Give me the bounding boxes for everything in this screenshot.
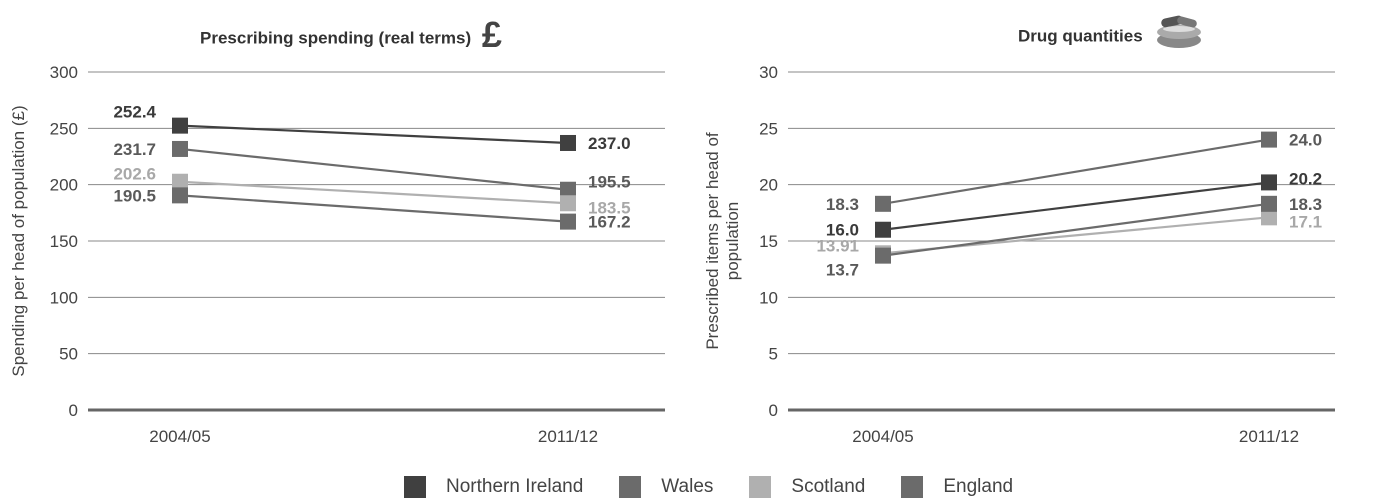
data-label: 231.7 xyxy=(113,140,156,159)
data-point-marker xyxy=(172,140,188,157)
legend-label: Northern Ireland xyxy=(446,476,584,497)
chart-quantities: 0 5 10 15 20 25 30 2004/05 2011/12 Prescribed ite… xyxy=(703,63,1335,446)
legend-swatch xyxy=(619,476,642,498)
legend-item: England xyxy=(901,476,1013,498)
data-label: 252.4 xyxy=(113,103,156,122)
series-line-scotland xyxy=(179,180,569,205)
data-label: 16.0 xyxy=(826,221,859,240)
data-point-marker xyxy=(172,173,188,190)
y-axis-label: Prescribed items per head ofpopulation xyxy=(703,132,742,350)
chart-title-spending: Prescribing spending (real terms) £ xyxy=(200,14,502,60)
data-point-marker xyxy=(172,187,188,204)
y-tick-label: 0 xyxy=(69,401,78,420)
x-tick-label: 2011/12 xyxy=(1239,427,1299,446)
legend-item: Scotland xyxy=(749,476,865,498)
data-point-marker xyxy=(560,134,576,151)
y-tick-label: 100 xyxy=(50,288,78,307)
legend-label: England xyxy=(943,476,1014,497)
data-point-marker xyxy=(1261,209,1277,226)
y-tick-label: 15 xyxy=(759,232,778,251)
y-tick-label: 30 xyxy=(759,63,778,82)
series-line-northern-ireland xyxy=(882,181,1270,231)
legend-item: Wales xyxy=(619,476,713,498)
y-tick-label: 200 xyxy=(50,176,78,195)
data-label: 202.6 xyxy=(113,165,156,184)
y-tick-label: 25 xyxy=(759,119,778,138)
x-tick-label: 2004/05 xyxy=(149,427,210,446)
y-tick-label: 5 xyxy=(769,345,778,364)
series-line-northern-ireland xyxy=(179,124,569,145)
series-line-england xyxy=(179,194,569,223)
data-point-marker xyxy=(875,221,891,238)
y-tick-label: 10 xyxy=(759,288,778,307)
data-point-marker xyxy=(1261,131,1277,148)
y-tick-label: 250 xyxy=(50,119,78,138)
data-label: 24.0 xyxy=(1289,131,1322,150)
data-label: 13.7 xyxy=(826,261,859,280)
pills-icon xyxy=(1157,15,1202,48)
chart-spending: 0 50 100 150 200 250 300 2004/05 2011/12 Spending… xyxy=(9,63,665,446)
data-label: 195.5 xyxy=(588,173,631,192)
series-line-wales xyxy=(882,138,1270,205)
data-label: 18.3 xyxy=(826,195,859,214)
legend-swatch xyxy=(404,476,426,498)
y-tick-label: 300 xyxy=(50,63,78,82)
y-tick-label: 0 xyxy=(769,401,778,420)
legend-label: Wales xyxy=(661,476,714,497)
chart-title-quantities-text: Drug quantities xyxy=(1018,26,1143,46)
legend: Northern Ireland Wales Scotland England xyxy=(404,476,1049,498)
x-tick-label: 2011/12 xyxy=(538,427,598,446)
series-line-wales xyxy=(179,147,569,191)
data-label: 183.5 xyxy=(588,198,631,217)
data-label: 13.91 xyxy=(816,236,859,255)
data-label: 237.0 xyxy=(588,134,631,153)
data-point-marker xyxy=(1261,195,1277,212)
chart-title-quantities: Drug quantities xyxy=(1018,15,1203,56)
legend-item: Northern Ireland xyxy=(404,476,583,498)
series-line-england xyxy=(882,202,1270,257)
legend-swatch xyxy=(901,476,924,498)
data-label: 167.2 xyxy=(588,213,631,232)
data-point-marker xyxy=(560,213,576,230)
y-tick-label: 20 xyxy=(759,176,778,195)
data-label: 190.5 xyxy=(113,186,156,205)
data-point-marker xyxy=(560,181,576,198)
data-point-marker xyxy=(1261,174,1277,191)
data-point-marker xyxy=(172,117,188,134)
data-label: 20.2 xyxy=(1289,169,1322,188)
legend-swatch xyxy=(749,476,772,498)
data-point-marker xyxy=(875,247,891,264)
y-axis-label: Spending per head of population (£) xyxy=(9,105,28,376)
data-point-marker xyxy=(875,195,891,212)
data-point-marker xyxy=(560,195,576,212)
y-tick-label: 150 xyxy=(50,232,78,251)
y-tick-label: 50 xyxy=(59,345,78,364)
pound-sign-icon: £ xyxy=(481,14,502,55)
legend-label: Scotland xyxy=(791,476,866,497)
data-label: 18.3 xyxy=(1289,195,1322,214)
data-label: 17.1 xyxy=(1289,212,1322,231)
x-tick-label: 2004/05 xyxy=(852,427,913,446)
chart-title-spending-text: Prescribing spending (real terms) xyxy=(200,28,472,48)
